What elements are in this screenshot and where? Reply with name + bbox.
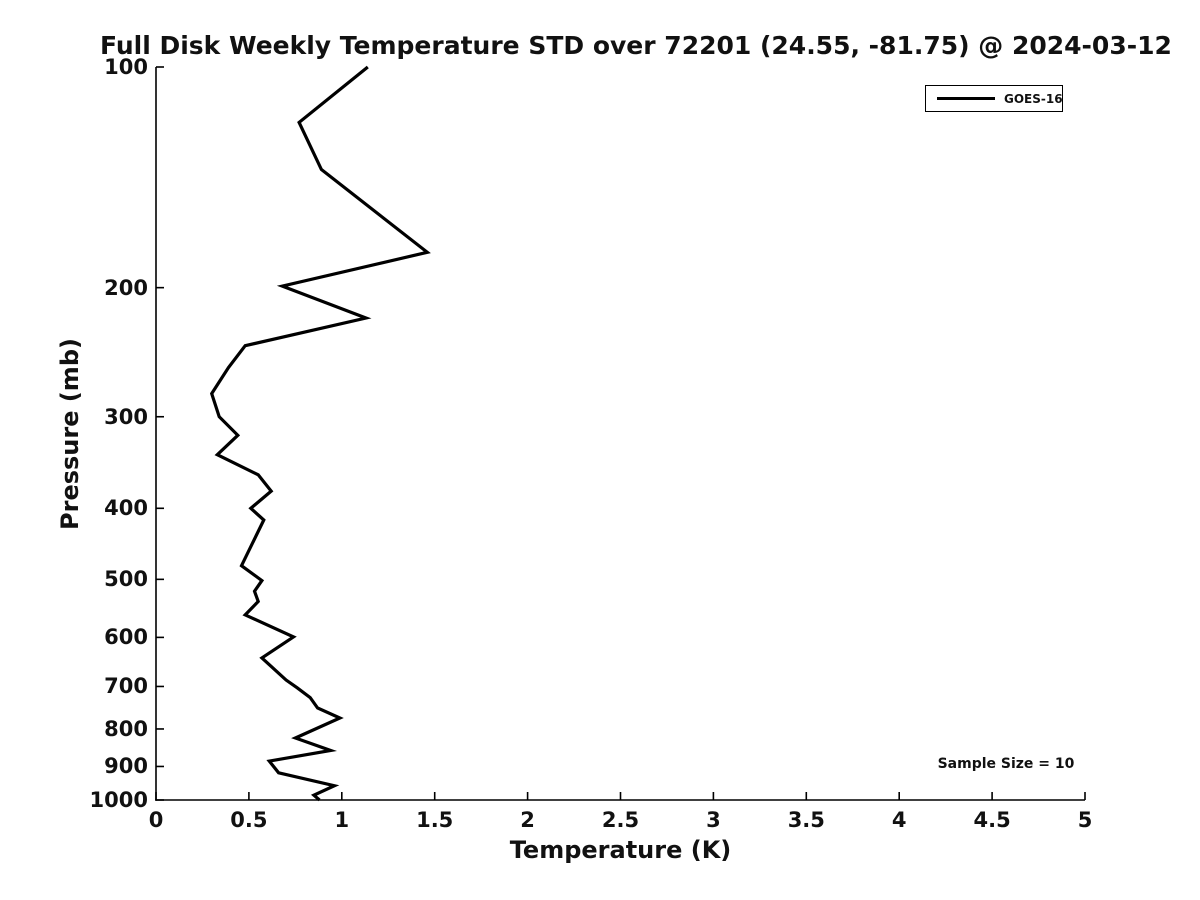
y-tick-label: 500 [104, 567, 148, 592]
x-tick-label: 3.5 [787, 808, 825, 832]
x-tick-label: 1 [334, 808, 350, 832]
y-tick-label: 600 [104, 625, 148, 650]
y-tick-label: 400 [104, 496, 148, 521]
y-tick-label: 300 [104, 404, 148, 429]
legend-goes16-label: GOES-16 [1004, 91, 1063, 106]
x-tick-label: 4.5 [973, 808, 1011, 832]
y-tick-label: 800 [104, 716, 148, 741]
chart-title: Full Disk Weekly Temperature STD over 72… [100, 31, 1172, 60]
x-tick-label: 2.5 [601, 808, 640, 832]
legend: GOES-16 [925, 85, 1063, 112]
x-tick-label: 5 [1077, 808, 1093, 832]
x-axis-label: Temperature (K) [509, 836, 732, 864]
x-tick-label: 1.5 [416, 808, 454, 832]
x-tick-label: 3 [706, 808, 721, 832]
x-tick-label: 0 [148, 808, 164, 832]
sample-size-annotation: Sample Size = 10 [937, 756, 1075, 772]
y-tick-label: 900 [104, 754, 148, 779]
y-tick-label: 1000 [89, 788, 148, 812]
y-tick-label: 200 [104, 275, 148, 300]
y-axis-label: Pressure (mb) [56, 338, 84, 530]
y-tick-label: 700 [104, 674, 148, 699]
y-tick-label: 100 [104, 55, 148, 79]
x-tick-label: 0.5 [230, 808, 268, 832]
x-tick-label: 4 [891, 808, 907, 832]
x-tick-label: 2 [520, 808, 535, 832]
legend-goes16-line-sample [937, 97, 995, 100]
series-line-goes-16 [209, 65, 431, 802]
